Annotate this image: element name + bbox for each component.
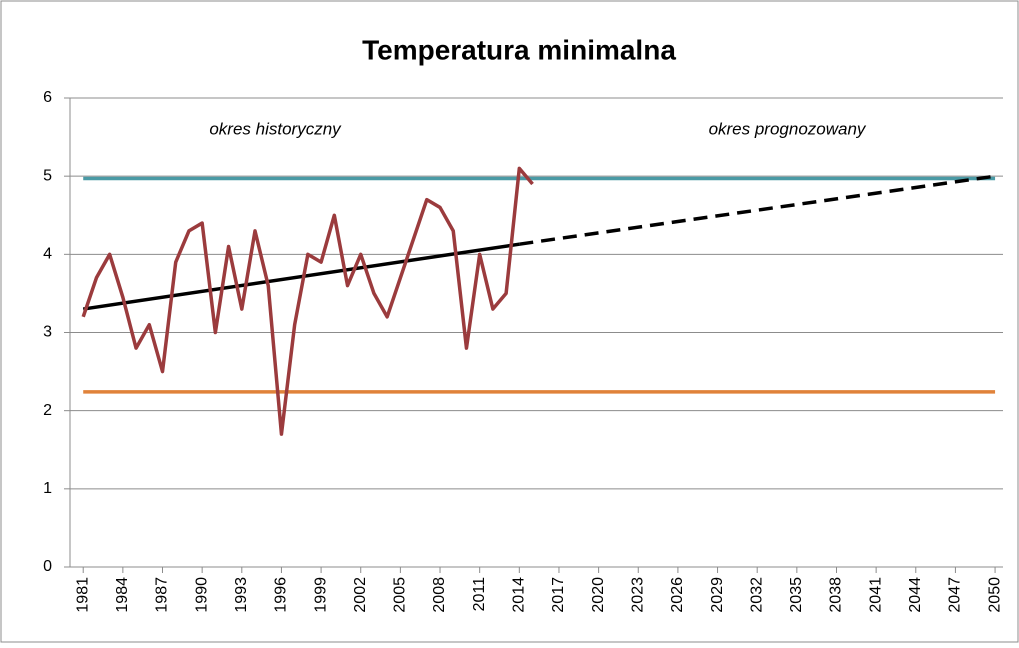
x-tick-label: 1987 (154, 577, 171, 613)
x-tick-label: 2005 (392, 577, 409, 613)
x-tick-label: 2035 (788, 577, 805, 613)
x-tick-label: 2047 (947, 577, 964, 613)
x-tick-label: 2020 (590, 577, 607, 613)
y-tick-label: 6 (43, 89, 52, 106)
x-tick-label: 2002 (352, 577, 369, 613)
x-tick-label: 2029 (709, 577, 726, 613)
x-tick-label: 2017 (550, 577, 567, 613)
line-series (81, 166, 534, 436)
annotation: okres historyczny (209, 119, 342, 138)
chart-title: Temperatura minimalna (362, 34, 676, 65)
x-tick-label: 2008 (431, 577, 448, 613)
x-tick-label: 1990 (193, 577, 210, 613)
y-tick-label: 5 (43, 167, 52, 184)
y-tick-label: 0 (43, 558, 52, 575)
x-tick-label: 2038 (828, 577, 845, 613)
x-tick-label: 2032 (748, 577, 765, 613)
y-tick-label: 1 (43, 480, 52, 497)
line-series (519, 174, 996, 246)
x-tick-label: 2014 (511, 577, 528, 613)
line-series (82, 242, 520, 311)
annotation: okres prognozowany (709, 119, 867, 138)
x-tick-label: 1981 (74, 577, 91, 613)
x-tick-label: 1993 (233, 577, 250, 613)
x-tick-label: 2044 (907, 577, 924, 613)
x-tick-label: 1996 (273, 577, 290, 613)
x-tick-label: 1999 (312, 577, 329, 613)
x-tick-label: 1984 (114, 577, 131, 613)
x-tick-label: 2011 (471, 577, 488, 612)
y-tick-label: 2 (43, 402, 52, 419)
x-tick-label: 2050 (986, 577, 1003, 613)
x-tick-label: 2026 (669, 577, 686, 613)
x-tick-label: 2023 (629, 577, 646, 613)
y-tick-label: 4 (43, 246, 52, 263)
x-tick-label: 2041 (867, 577, 884, 613)
y-tick-label: 3 (43, 324, 52, 341)
